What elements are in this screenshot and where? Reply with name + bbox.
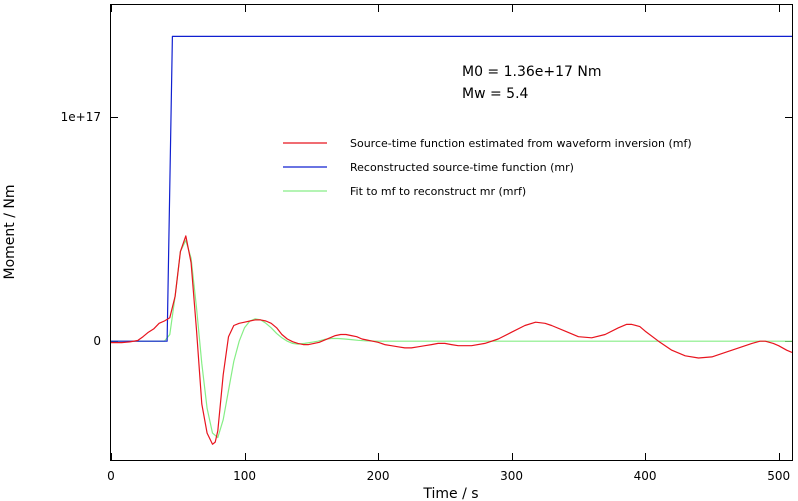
legend-label-2: Fit to mf to reconstruct mr (mrf) [350,185,526,198]
x-tick-label: 300 [500,469,523,483]
series-line-1 [111,35,792,342]
x-tick-label: 0 [107,469,115,483]
x-tick-label: 100 [233,469,256,483]
series-lines [111,35,793,445]
legend-label-1: Reconstructed source-time function (mr) [350,161,574,174]
x-tick-label: 200 [367,469,390,483]
y-tick-label: 0 [93,334,101,348]
moment-magnitude-annotation: Mw = 5.4 [462,86,529,102]
legend-label-0: Source-time function estimated from wave… [350,137,692,150]
y-tick-label: 1e+17 [61,110,101,124]
x-tick-label: 500 [767,469,790,483]
axis-ticks: 0 100 200 300 400 500 0 1e+17 [61,5,792,483]
legend: Source-time function estimated from wave… [283,137,692,198]
series-line-0 [111,235,793,445]
x-tick-label: 400 [634,469,657,483]
x-axis-label: Time / s [422,486,478,501]
series-line-2 [111,239,792,439]
y-axis-label: Moment / Nm [2,185,18,280]
plot-frame [110,4,793,461]
seismic-moment-annotation: M0 = 1.36e+17 Nm [462,64,602,80]
